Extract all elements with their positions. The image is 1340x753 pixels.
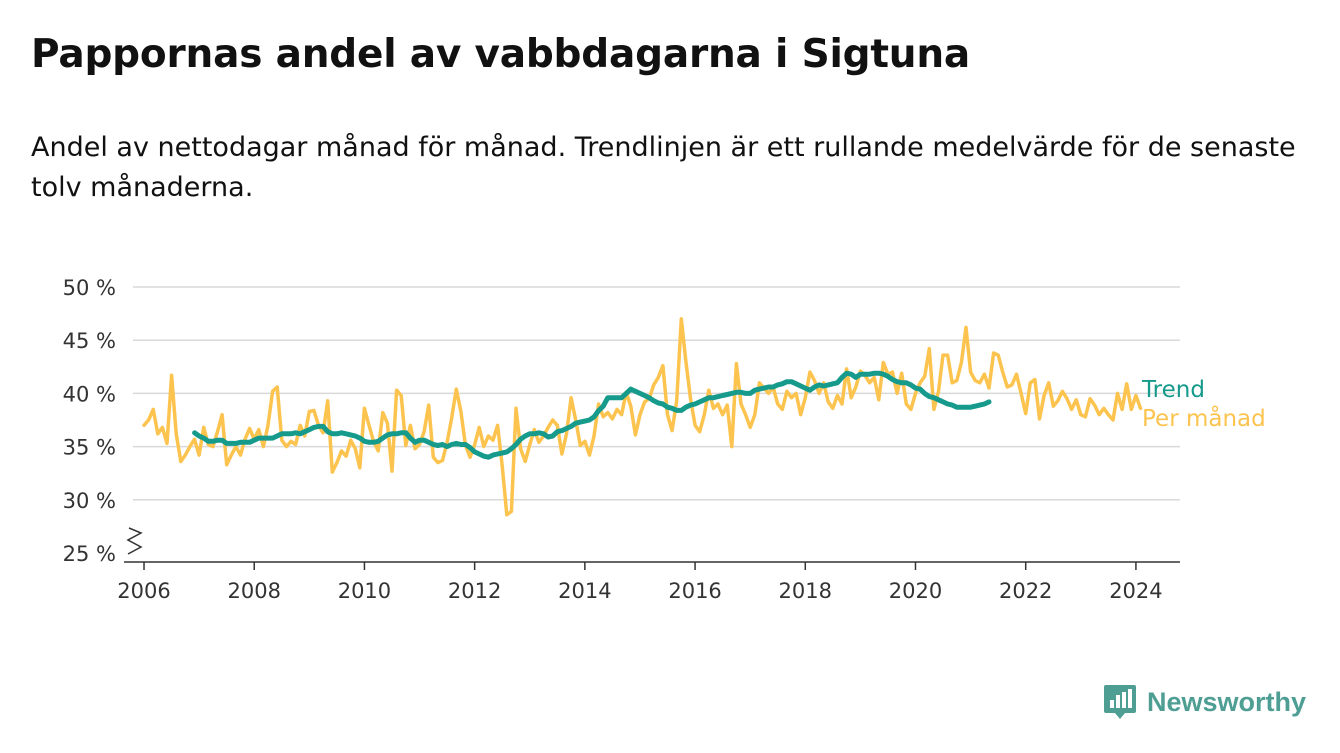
x-tick-label: 2018 xyxy=(779,579,832,603)
y-tick-label: 25 % xyxy=(63,542,116,566)
y-tick-label: 40 % xyxy=(63,382,116,406)
page-title: Pappornas andel av vabbdagarna i Sigtuna xyxy=(31,32,971,77)
brand-logo: Newsworthy xyxy=(1103,683,1306,721)
page-subtitle: Andel av nettodagar månad för månad. Tre… xyxy=(31,132,1296,203)
x-tick-label: 2024 xyxy=(1109,579,1162,603)
x-tick-label: 2008 xyxy=(228,579,281,603)
y-tick-label: 45 % xyxy=(63,329,116,353)
gridlines xyxy=(133,286,1180,501)
brand-name: Newsworthy xyxy=(1146,686,1306,717)
x-tick-label: 2012 xyxy=(448,579,501,603)
y-tick-label: 30 % xyxy=(63,489,116,513)
x-tick-label: 2010 xyxy=(338,579,391,603)
legend-label-per-manad: Per månad xyxy=(1142,404,1266,432)
y-tick-label: 35 % xyxy=(63,436,116,460)
series xyxy=(142,317,1143,517)
series-line-trend xyxy=(192,370,992,460)
newsworthy-logo-icon xyxy=(1103,685,1136,719)
legend-label-trend: Trend xyxy=(1141,377,1205,403)
series-line-per-manad xyxy=(142,317,1143,517)
y-tick-label: 50 % xyxy=(63,276,116,300)
x-tick-label: 2006 xyxy=(117,579,170,603)
x-tick-label: 2016 xyxy=(668,579,721,603)
axes: 25 % 30 % 35 % 40 % 45 % 50 % 2006 2008 2010 2012… xyxy=(63,276,1180,603)
x-tick-label: 2022 xyxy=(999,579,1052,603)
x-tick-label: 2014 xyxy=(558,579,611,603)
x-tick-label: 2020 xyxy=(889,579,942,603)
y-axis-break-mark xyxy=(126,527,143,555)
